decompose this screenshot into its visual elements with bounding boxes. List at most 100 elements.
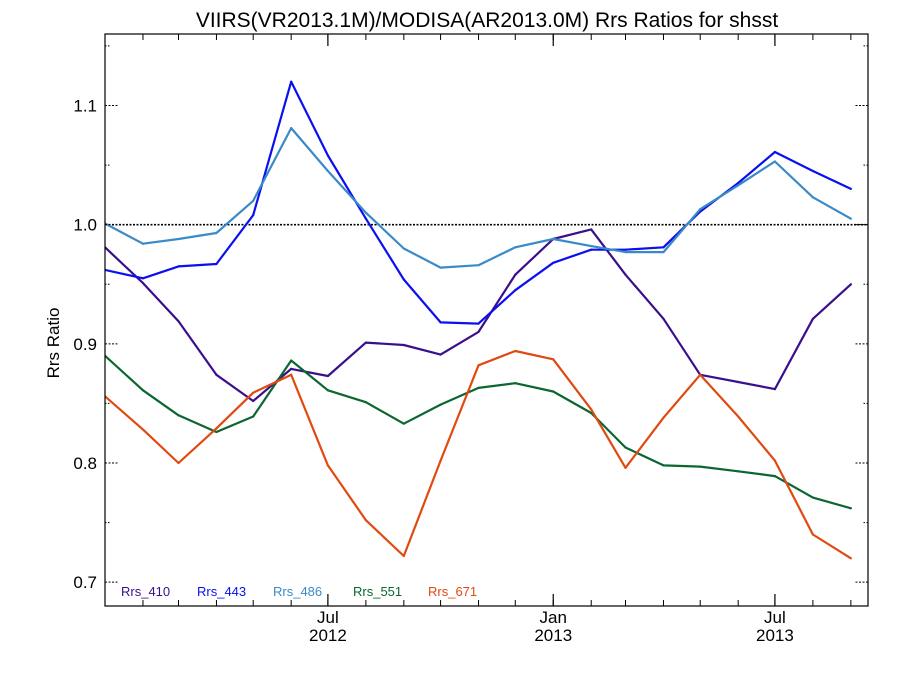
data-point-rrs_551 [737, 470, 740, 473]
data-point-rrs_551 [141, 389, 145, 392]
data-point-rrs_410 [849, 283, 852, 286]
x-tick-label-month: Jul [764, 608, 786, 627]
data-point-rrs_551 [215, 430, 218, 434]
data-point-rrs_671 [552, 358, 555, 361]
data-point-rrs_410 [514, 273, 517, 276]
data-point-rrs_486 [849, 217, 852, 220]
data-point-rrs_486 [811, 196, 814, 199]
data-point-rrs_551 [773, 475, 777, 478]
data-point-rrs_671 [290, 373, 293, 376]
data-point-rrs_410 [141, 281, 145, 285]
data-point-rrs_410 [439, 353, 442, 356]
data-point-rrs_486 [326, 169, 329, 173]
data-point-rrs_410 [811, 317, 814, 320]
data-point-rrs_486 [737, 184, 740, 187]
data-point-rrs_443 [811, 169, 814, 173]
data-point-rrs_443 [215, 262, 218, 266]
data-point-rrs_551 [699, 465, 702, 468]
data-point-rrs_486 [590, 245, 593, 248]
legend-label-rrs_671: Rrs_671 [428, 584, 477, 599]
data-point-rrs_410 [290, 367, 293, 370]
data-point-rrs_551 [811, 496, 814, 499]
data-point-rrs_443 [514, 289, 517, 292]
data-point-rrs_443 [402, 278, 405, 281]
chart-title: VIIRS(VR2013.1M)/MODISA(AR2013.0M) Rrs R… [196, 9, 778, 32]
data-point-rrs_671 [402, 554, 405, 558]
data-point-rrs_410 [737, 380, 740, 384]
x-tick-label-year: 2013 [534, 626, 572, 645]
data-point-rrs_671 [849, 557, 852, 560]
data-point-rrs_551 [477, 386, 480, 390]
data-point-rrs_671 [662, 416, 665, 419]
data-point-rrs_410 [402, 343, 405, 347]
series-line-rrs_443 [105, 80, 852, 325]
data-point-rrs_486 [290, 127, 293, 130]
data-point-rrs_551 [326, 389, 329, 392]
data-point-rrs_551 [849, 507, 852, 510]
data-point-rrs_671 [477, 364, 480, 367]
data-point-rrs_551 [552, 390, 555, 393]
y-tick-label: 0.9 [73, 335, 97, 354]
data-point-rrs_551 [252, 415, 255, 418]
data-point-rrs_443 [849, 187, 852, 191]
data-point-rrs_486 [552, 237, 555, 241]
data-point-rrs_410 [477, 330, 480, 334]
data-point-rrs_443 [773, 150, 777, 154]
data-point-rrs_671 [737, 415, 740, 418]
data-point-rrs_671 [364, 519, 367, 522]
data-point-rrs_443 [141, 277, 145, 280]
x-tick-label-month: Jan [540, 608, 567, 627]
y-tick-label: 0.8 [73, 454, 97, 473]
data-point-rrs_410 [215, 373, 218, 376]
data-point-rrs_410 [177, 320, 180, 323]
data-point-rrs_443 [439, 321, 442, 324]
data-point-rrs_486 [177, 237, 180, 241]
data-point-rrs_486 [364, 211, 367, 214]
data-point-rrs_486 [477, 264, 480, 267]
data-point-rrs_410 [773, 388, 777, 391]
data-point-rrs_551 [402, 422, 405, 425]
data-point-rrs_486 [699, 208, 702, 211]
y-tick-label: 1.0 [73, 216, 97, 235]
data-point-rrs_671 [177, 461, 180, 465]
x-tick-label-year: 2012 [309, 626, 347, 645]
data-point-rrs_551 [624, 446, 627, 449]
data-point-rrs_410 [364, 341, 367, 344]
data-point-rrs_671 [514, 349, 517, 353]
data-point-rrs_443 [477, 322, 480, 325]
legend-label-rrs_443: Rrs_443 [197, 584, 246, 599]
data-point-rrs_486 [773, 160, 777, 163]
data-point-rrs_671 [811, 533, 814, 536]
data-point-rrs_671 [699, 373, 702, 376]
data-point-rrs_551 [290, 359, 293, 362]
data-point-rrs_486 [514, 246, 517, 249]
data-point-rrs_551 [177, 414, 180, 417]
legend-label-rrs_486: Rrs_486 [273, 584, 322, 599]
data-point-rrs_671 [439, 459, 442, 462]
data-point-rrs_486 [439, 266, 442, 269]
data-point-rrs_486 [624, 250, 627, 254]
y-tick-label: 1.1 [73, 97, 97, 116]
data-point-rrs_410 [590, 228, 593, 231]
legend-label-rrs_551: Rrs_551 [353, 584, 402, 599]
data-point-rrs_671 [773, 459, 777, 462]
data-point-rrs_443 [290, 80, 293, 83]
data-point-rrs_443 [624, 248, 627, 251]
data-point-rrs_443 [590, 248, 593, 251]
data-point-rrs_443 [737, 181, 740, 185]
data-point-rrs_443 [552, 261, 555, 264]
series-line-rrs_486 [105, 127, 852, 269]
data-point-rrs_486 [252, 199, 255, 202]
data-point-rrs_486 [662, 250, 665, 254]
data-point-rrs_551 [439, 403, 442, 406]
data-point-rrs_486 [215, 231, 218, 235]
x-tick-label-month: Jul [317, 608, 339, 627]
data-point-rrs_443 [252, 214, 255, 217]
data-point-rrs_671 [215, 427, 218, 430]
data-point-rrs_443 [326, 154, 329, 157]
data-point-rrs_671 [141, 428, 145, 431]
legend: Rrs_410 Rrs_443 Rrs_486 Rrs_551 Rrs_671 [121, 584, 477, 599]
data-point-rrs_410 [252, 399, 255, 403]
